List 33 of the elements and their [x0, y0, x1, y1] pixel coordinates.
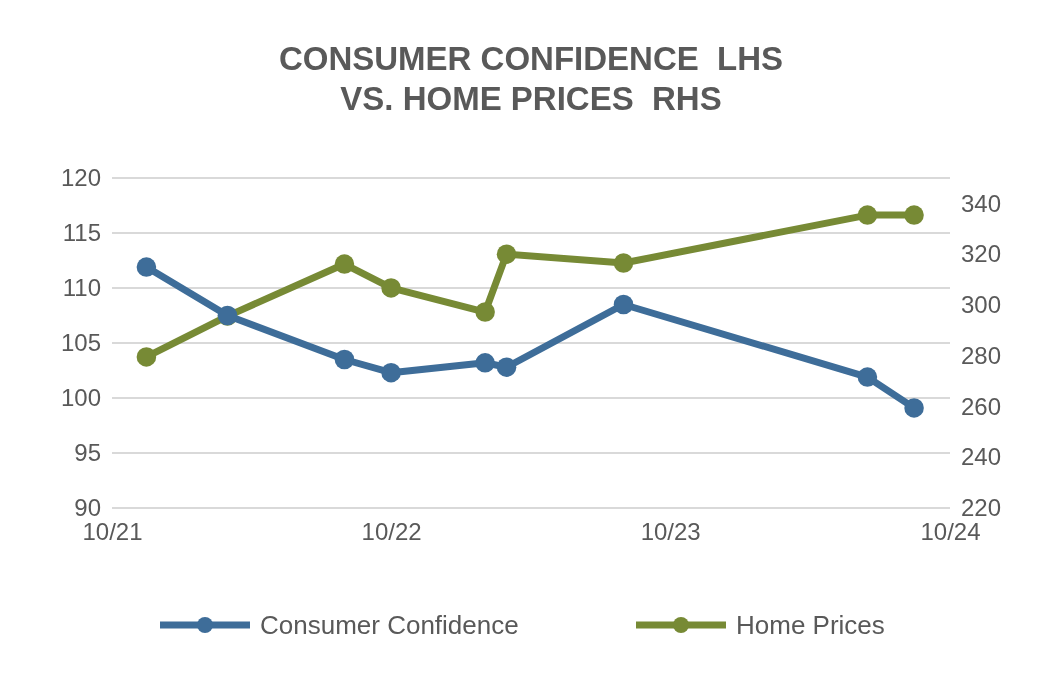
y2-tick-label: 280 [961, 341, 1002, 369]
point [613, 253, 634, 273]
y2-tick-label: 300 [961, 291, 1002, 319]
point [381, 278, 401, 298]
y2-tick-label: 240 [961, 443, 1002, 471]
point [475, 353, 495, 373]
y-tick-label: 100 [60, 384, 101, 412]
y-tick-label: 105 [60, 329, 101, 357]
point [496, 244, 517, 264]
point [613, 294, 634, 315]
point [136, 347, 157, 367]
y-tick-label: 115 [62, 219, 101, 247]
x-tick-label: 10/22 [361, 518, 422, 546]
point [334, 254, 355, 274]
legend-label: Consumer Confidence [260, 610, 519, 640]
point [334, 349, 355, 370]
legend-label: Home Prices [736, 610, 885, 640]
y2-tick-label: 260 [961, 392, 1002, 420]
point [904, 398, 924, 418]
point [475, 302, 495, 322]
point [857, 367, 878, 387]
point [381, 362, 401, 383]
chart-title: CONSUMER CONFIDENCE LHS VS. HOME PRICES RHS [278, 40, 784, 117]
point [904, 205, 924, 225]
point [496, 357, 517, 377]
y2-tick-label: 320 [961, 240, 1002, 268]
x-tick-label: 10/23 [640, 518, 701, 546]
point [136, 257, 157, 277]
y2-tick-label: 340 [961, 189, 1002, 217]
y-tick-label: 120 [60, 164, 101, 192]
y-tick-label: 95 [74, 439, 101, 467]
y-tick-label: 110 [62, 274, 101, 302]
point [857, 205, 878, 225]
